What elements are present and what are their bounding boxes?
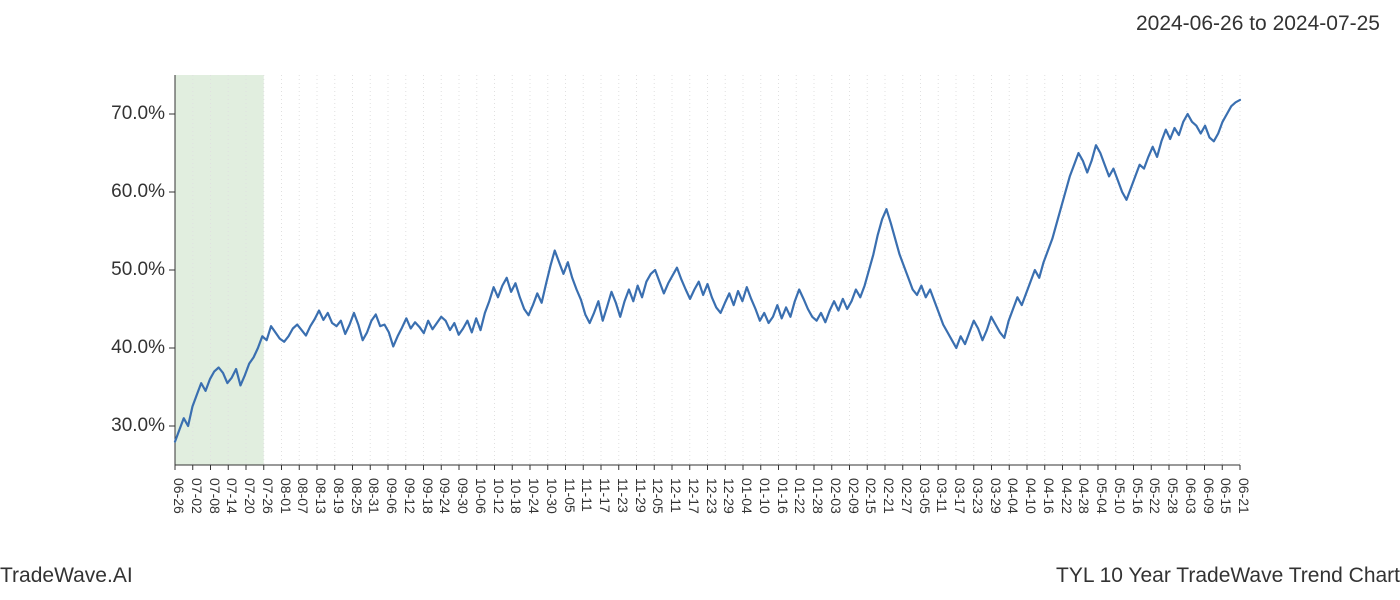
x-tick-label: 03-17 <box>952 478 968 514</box>
x-tick-label: 12-05 <box>650 478 666 514</box>
x-tick-label: 08-01 <box>278 478 294 514</box>
x-tick-label: 04-28 <box>1076 478 1092 514</box>
x-tick-label: 08-25 <box>349 478 365 514</box>
x-tick-label: 02-03 <box>828 478 844 514</box>
x-tick-label: 07-08 <box>207 478 223 514</box>
x-tick-label: 02-09 <box>846 478 862 514</box>
x-tick-label: 10-18 <box>508 478 524 514</box>
x-tick-label: 03-29 <box>988 478 1004 514</box>
x-tick-label: 11-11 <box>579 478 595 512</box>
x-tick-label: 05-16 <box>1130 478 1146 514</box>
x-tick-label: 06-09 <box>1201 478 1217 514</box>
x-tick-label: 01-04 <box>739 478 755 514</box>
x-tick-label: 01-10 <box>757 478 773 514</box>
x-tick-label: 12-17 <box>686 478 702 514</box>
x-tick-label: 04-04 <box>1005 478 1021 514</box>
x-tick-label: 03-23 <box>970 478 986 514</box>
x-tick-label: 09-30 <box>455 478 471 514</box>
x-tick-label: 04-16 <box>1041 478 1057 514</box>
y-tick-label: 70.0% <box>111 103 165 125</box>
y-tick-label: 30.0% <box>111 415 165 437</box>
x-tick-label: 11-29 <box>633 478 649 513</box>
x-tick-label: 09-18 <box>420 478 436 514</box>
y-tick-label: 50.0% <box>111 259 165 281</box>
brand-label: TradeWave.AI <box>0 564 133 588</box>
x-tick-label: 10-06 <box>473 478 489 514</box>
x-tick-label: 12-29 <box>721 478 737 514</box>
x-tick-label: 11-17 <box>597 478 613 513</box>
x-tick-label: 10-24 <box>526 478 542 514</box>
x-tick-label: 07-20 <box>242 478 258 514</box>
x-tick-label: 01-22 <box>792 478 808 514</box>
x-tick-label: 05-28 <box>1165 478 1181 514</box>
x-tick-label: 11-23 <box>615 478 631 513</box>
x-tick-label: 05-22 <box>1147 478 1163 514</box>
x-tick-label: 10-12 <box>491 478 507 514</box>
x-tick-label: 06-26 <box>171 478 187 514</box>
x-tick-label: 08-31 <box>366 478 382 514</box>
chart-title: TYL 10 Year TradeWave Trend Chart <box>1056 564 1400 588</box>
x-tick-label: 04-22 <box>1059 478 1075 514</box>
x-tick-label: 02-21 <box>881 478 897 514</box>
x-tick-label: 07-14 <box>224 478 240 514</box>
x-tick-label: 03-05 <box>917 478 933 514</box>
x-tick-label: 07-26 <box>260 478 276 514</box>
x-tick-label: 01-28 <box>810 478 826 514</box>
x-tick-label: 09-12 <box>402 478 418 514</box>
x-tick-label: 05-10 <box>1112 478 1128 514</box>
x-tick-label: 08-07 <box>295 478 311 514</box>
x-tick-label: 05-04 <box>1094 478 1110 514</box>
y-tick-label: 60.0% <box>111 181 165 203</box>
x-tick-label: 09-06 <box>384 478 400 514</box>
x-tick-label: 02-27 <box>899 478 915 514</box>
x-tick-label: 08-19 <box>331 478 347 514</box>
x-tick-label: 06-15 <box>1218 478 1234 514</box>
x-tick-label: 09-24 <box>437 478 453 514</box>
x-tick-label: 02-15 <box>863 478 879 514</box>
y-tick-label: 40.0% <box>111 337 165 359</box>
x-tick-label: 06-03 <box>1183 478 1199 514</box>
x-tick-label: 11-05 <box>562 478 578 513</box>
x-tick-label: 01-16 <box>775 478 791 514</box>
date-range-label: 2024-06-26 to 2024-07-25 <box>1136 12 1380 36</box>
x-tick-label: 10-30 <box>544 478 560 514</box>
x-tick-label: 08-13 <box>313 478 329 514</box>
x-tick-label: 06-21 <box>1236 478 1252 514</box>
x-tick-label: 07-02 <box>189 478 205 514</box>
x-tick-label: 12-23 <box>704 478 720 514</box>
x-tick-label: 12-11 <box>668 478 684 513</box>
x-tick-label: 03-11 <box>934 478 950 513</box>
trend-chart <box>175 75 1240 465</box>
x-tick-label: 04-10 <box>1023 478 1039 514</box>
